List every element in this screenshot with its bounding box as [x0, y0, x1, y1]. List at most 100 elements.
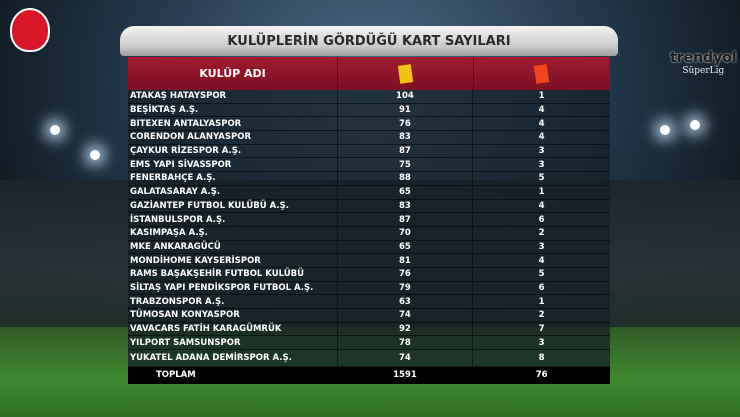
club-name: MONDİHOME KAYSERİSPOR [128, 254, 338, 267]
club-name: ATAKAŞ HATAYSPOR [128, 90, 338, 103]
red-count: 3 [538, 159, 545, 170]
club-name: EMS YAPI SİVASSPOR [128, 158, 338, 172]
yellow-count: 70 [338, 226, 474, 240]
yellow-count: 91 [338, 103, 474, 117]
yellow-count: 83 [338, 199, 474, 213]
table-row: EMS YAPI SİVASSPOR 75 3 [128, 158, 610, 173]
red-count: 5 [538, 173, 545, 184]
red-count: 6 [538, 214, 545, 225]
yellow-count: 79 [338, 281, 474, 295]
yellow-count: 81 [338, 254, 474, 267]
header-club: KULÜP ADI [128, 57, 339, 90]
table-row: İSTANBULSPOR A.Ş. 87 6 [128, 213, 610, 227]
table-row: VAVACARS FATİH KARAGÜMRÜK 92 7 [128, 322, 610, 337]
red-count: 3 [538, 241, 545, 252]
table-row: GAZİANTEP FUTBOL KULÜBÜ A.Ş. 83 4 [128, 199, 610, 214]
table-row: YILPORT SAMSUNSPOR 78 3 [128, 336, 610, 351]
yellow-count: 87 [338, 213, 474, 226]
yellow-count: 87 [338, 144, 474, 158]
brand-text: trendyol [670, 50, 737, 66]
yellow-count: 92 [338, 322, 474, 336]
club-name: CORENDON ALANYASPOR [128, 131, 338, 144]
red-count: 4 [538, 132, 545, 143]
table-row: MKE ANKARAGÜCÜ 65 3 [128, 240, 610, 255]
table-row: YUKATEL ADANA DEMİRSPOR A.Ş. 74 8 [128, 350, 610, 368]
club-name: FENERBAHÇE A.Ş. [128, 172, 338, 185]
table-row: CORENDON ALANYASPOR 83 4 [128, 131, 610, 145]
red-count: 4 [538, 255, 545, 266]
red-count: 2 [538, 228, 545, 239]
yellow-count: 76 [338, 267, 474, 281]
total-yellow: 1591 [338, 367, 474, 384]
trendyol-superlig-logo: trendyol SüperLig [670, 50, 737, 76]
table-header: KULÜP ADI [128, 57, 610, 90]
red-count: 7 [538, 324, 545, 335]
league-text: SüperLig [682, 66, 725, 76]
table-row: SİLTAŞ YAPI PENDİKSPOR FUTBOL A.Ş. 79 6 [128, 281, 610, 296]
table-row: TRABZONSPOR A.Ş. 63 1 [128, 295, 610, 309]
floodlight [690, 120, 700, 130]
yellow-count: 74 [338, 350, 474, 367]
club-name: MKE ANKARAGÜCÜ [128, 240, 338, 254]
yellow-count: 83 [338, 131, 474, 144]
floodlight [90, 150, 100, 160]
table-row: ATAKAŞ HATAYSPOR 104 1 [128, 90, 610, 104]
red-count: 3 [538, 146, 545, 157]
table-row: BEŞİKTAŞ A.Ş. 91 4 [128, 103, 610, 118]
header-yellow [338, 57, 474, 90]
club-name: YUKATEL ADANA DEMİRSPOR A.Ş. [128, 350, 338, 367]
table-row: KASIMPAŞA A.Ş. 70 2 [128, 226, 610, 241]
red-count: 1 [538, 296, 545, 307]
tff-logo [10, 8, 50, 52]
club-name: BITEXEN ANTALYASPOR [128, 117, 338, 131]
table-row: TÜMOSAN KONYASPOR 74 2 [128, 309, 610, 323]
club-name: İSTANBULSPOR A.Ş. [128, 213, 338, 226]
club-name: ÇAYKUR RİZESPOR A.Ş. [128, 144, 338, 158]
table-row: RAMS BAŞAKŞEHİR FUTBOL KULÜBÜ 76 5 [128, 267, 610, 282]
club-name: KASIMPAŞA A.Ş. [128, 226, 338, 240]
table-row: ÇAYKUR RİZESPOR A.Ş. 87 3 [128, 144, 610, 159]
red-count: 5 [538, 269, 545, 280]
club-name: TÜMOSAN KONYASPOR [128, 309, 338, 322]
red-count: 8 [538, 353, 545, 364]
red-card-icon [534, 63, 550, 84]
club-name: YILPORT SAMSUNSPOR [128, 336, 338, 350]
yellow-count: 63 [338, 295, 474, 308]
yellow-count: 88 [338, 172, 474, 185]
yellow-count: 104 [338, 90, 474, 103]
page-title: KULÜPLERİN GÖRDÜĞÜ KART SAYILARI [120, 26, 618, 56]
red-count: 1 [538, 187, 545, 198]
yellow-count: 65 [338, 185, 474, 199]
red-count: 2 [538, 310, 545, 321]
yellow-count: 76 [338, 117, 474, 131]
red-count: 4 [538, 118, 545, 129]
club-name: GAZİANTEP FUTBOL KULÜBÜ A.Ş. [128, 199, 338, 213]
red-count: 1 [538, 91, 545, 102]
yellow-count: 78 [338, 336, 474, 350]
red-count: 3 [538, 337, 545, 348]
yellow-card-icon [397, 63, 414, 84]
yellow-count: 65 [338, 240, 474, 254]
club-name: SİLTAŞ YAPI PENDİKSPOR FUTBOL A.Ş. [128, 281, 338, 295]
yellow-count: 75 [338, 158, 474, 172]
table-row: BITEXEN ANTALYASPOR 76 4 [128, 117, 610, 132]
table-row: MONDİHOME KAYSERİSPOR 81 4 [128, 254, 610, 268]
table-row: FENERBAHÇE A.Ş. 88 5 [128, 172, 610, 186]
total-row: TOPLAM 1591 76 [128, 367, 610, 385]
red-count: 4 [538, 200, 545, 211]
club-name: GALATASARAY A.Ş. [128, 185, 338, 199]
total-red: 76 [535, 370, 548, 381]
card-table: KULÜP ADI ATAKAŞ HATAYSPOR 104 1 BEŞİKTAŞ A… [128, 57, 610, 385]
total-label: TOPLAM [128, 367, 338, 384]
floodlight [50, 125, 60, 135]
club-name: VAVACARS FATİH KARAGÜMRÜK [128, 322, 338, 336]
club-name: RAMS BAŞAKŞEHİR FUTBOL KULÜBÜ [128, 267, 338, 281]
table-row: GALATASARAY A.Ş. 65 1 [128, 185, 610, 200]
red-count: 6 [538, 282, 545, 293]
header-red [474, 57, 610, 90]
club-name: BEŞİKTAŞ A.Ş. [128, 103, 338, 117]
red-count: 4 [538, 105, 545, 116]
club-name: TRABZONSPOR A.Ş. [128, 295, 338, 308]
floodlight [660, 125, 670, 135]
yellow-count: 74 [338, 309, 474, 322]
